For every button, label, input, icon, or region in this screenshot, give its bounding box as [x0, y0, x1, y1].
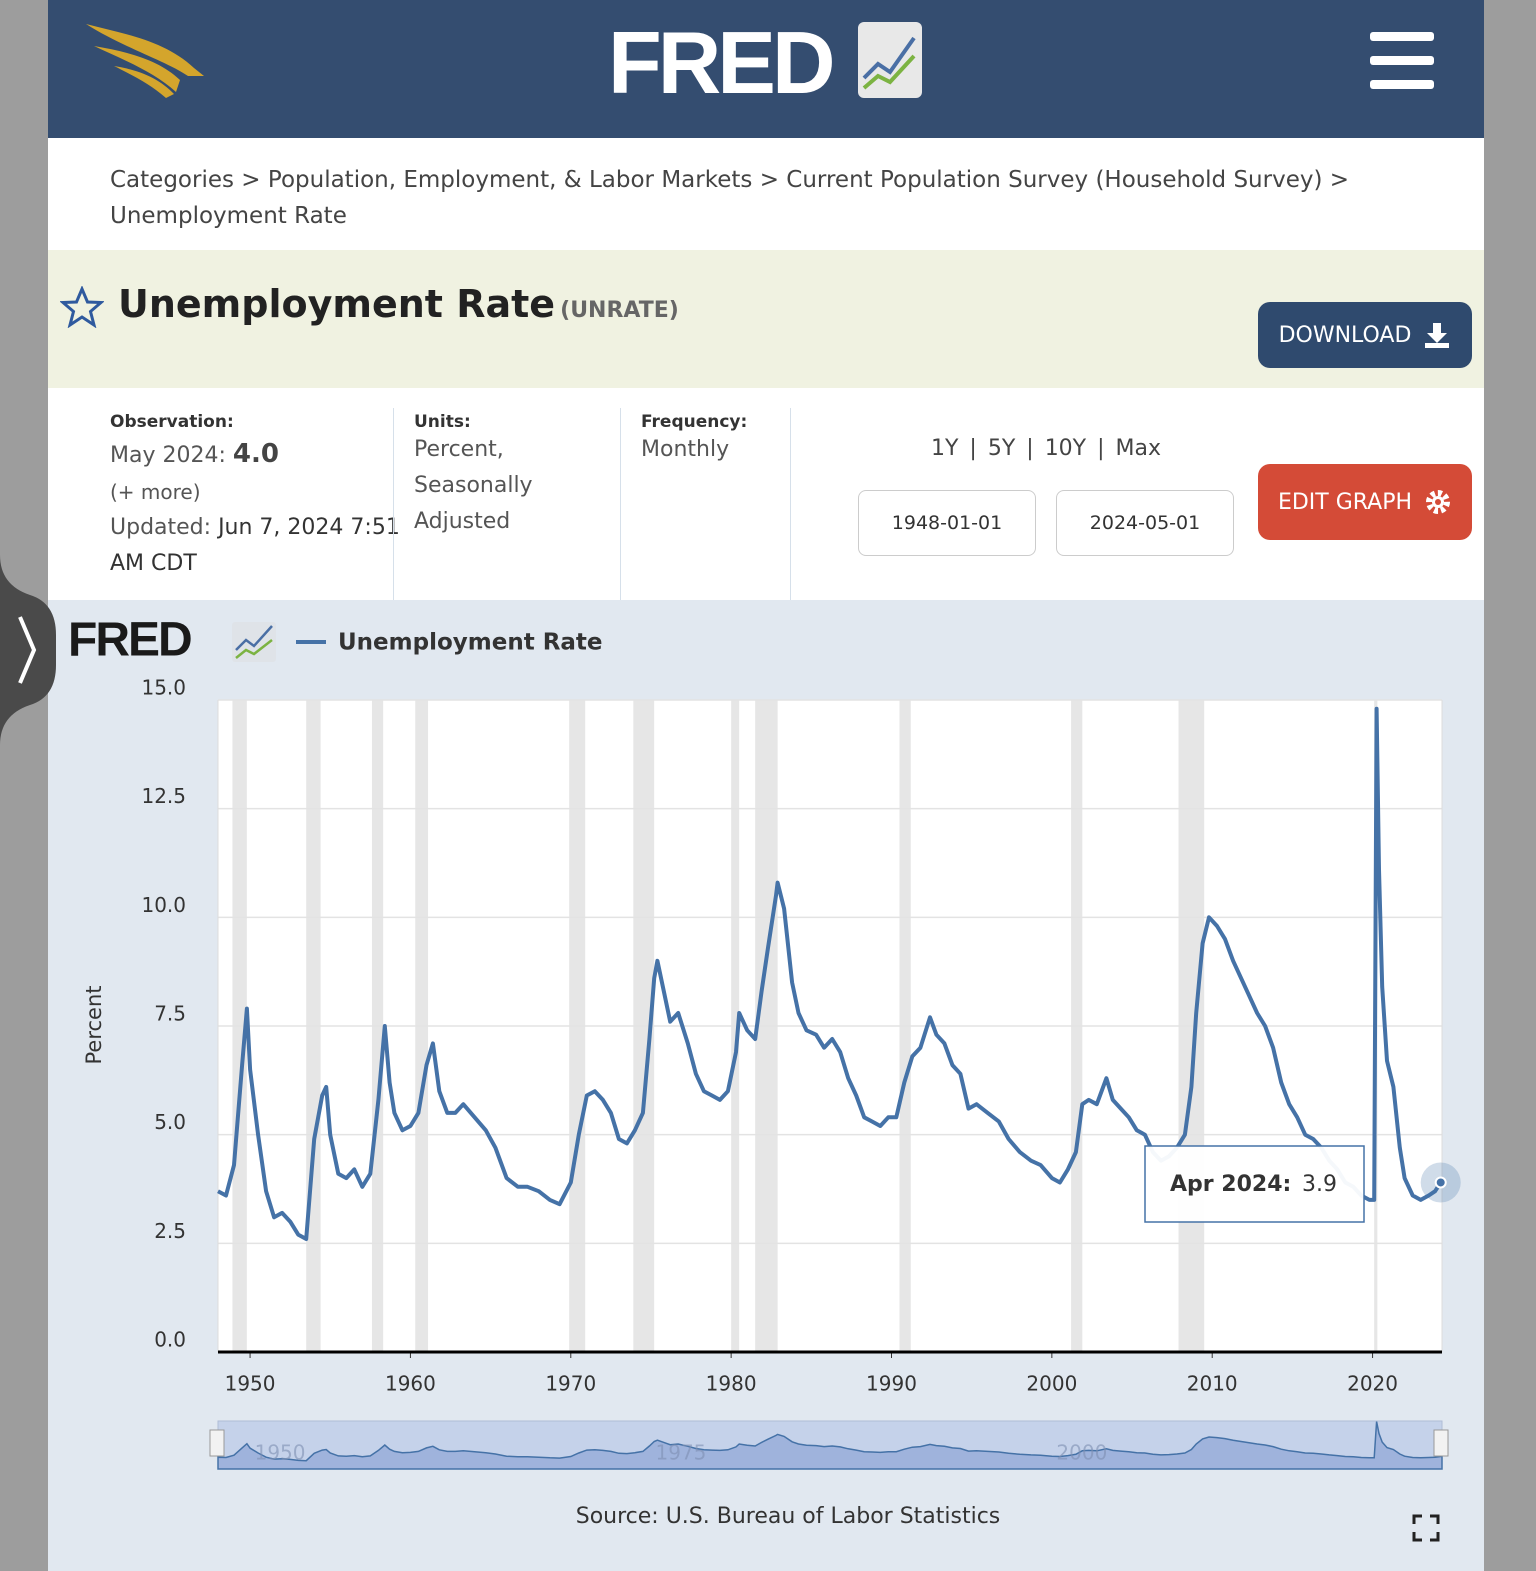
series-title: Unemployment Rate [118, 282, 556, 326]
fred-logo-icon [858, 22, 922, 98]
x-tick-label: 1990 [866, 1372, 917, 1396]
chart: FRED Percent Source: U.S. Bureau of Labo… [68, 614, 1461, 1542]
download-button[interactable]: DOWNLOAD [1258, 302, 1472, 368]
x-tick-label: 2000 [1026, 1372, 1077, 1396]
frequency-value: Monthly [641, 437, 730, 462]
x-tick-label: 1950 [225, 1372, 276, 1396]
range-links: 1Y | 5Y | 10Y | Max [858, 436, 1234, 461]
navigator-handle[interactable] [209, 1429, 225, 1457]
legend-label: Unemployment Rate [338, 630, 603, 656]
start-date-input[interactable]: 1948-01-01 [858, 490, 1036, 556]
y-axis-title: Percent [82, 985, 106, 1064]
y-tick-label: 12.5 [141, 784, 186, 808]
y-tick-label: 5.0 [154, 1110, 186, 1134]
range-separator: | [1026, 436, 1034, 461]
side-panel-tab[interactable] [0, 555, 58, 745]
breadcrumb-link[interactable]: Population, Employment, & Labor Markets [267, 167, 753, 193]
range-link[interactable]: 1Y [930, 436, 959, 461]
breadcrumb-separator: > [759, 167, 779, 193]
eagle-logo[interactable] [84, 20, 209, 100]
y-tick-label: 7.5 [154, 1002, 186, 1026]
range-separator: | [969, 436, 977, 461]
series-title-row: Unemployment Rate (UNRATE) [118, 282, 679, 326]
menu-button[interactable] [1370, 32, 1434, 90]
units-value: Percent, Seasonally Adjusted [414, 437, 533, 534]
frequency-label: Frequency: [641, 412, 748, 432]
navigator-tick-label: 1975 [656, 1441, 707, 1465]
navigator-handle[interactable] [1433, 1429, 1449, 1457]
series-id: (UNRATE) [560, 298, 679, 323]
tooltip-date: Apr 2024: [1170, 1172, 1291, 1197]
range-link[interactable]: Max [1115, 436, 1162, 461]
divider [620, 408, 621, 600]
tooltip-value: 3.9 [1302, 1172, 1337, 1197]
observation-value: 4.0 [232, 439, 279, 469]
edit-graph-label: EDIT GRAPH [1277, 489, 1413, 515]
units-label: Units: [414, 412, 471, 432]
breadcrumb-link[interactable]: Unemployment Rate [110, 203, 347, 229]
metadata-panel: Observation: May 2024: 4.0 (+ more) Upda… [48, 388, 1484, 600]
observation-date: May 2024: [110, 443, 226, 468]
navigator-area [217, 1421, 1443, 1470]
updated-label: Updated: [110, 515, 212, 540]
observation-line: May 2024: 4.0 [110, 436, 400, 474]
series-header: Unemployment Rate (UNRATE) DOWNLOAD [48, 250, 1484, 388]
observation-label: Observation: [110, 412, 234, 432]
download-label: DOWNLOAD [1278, 322, 1412, 348]
fullscreen-button[interactable] [1412, 1514, 1440, 1542]
range-link[interactable]: 5Y [987, 436, 1016, 461]
breadcrumb-separator: > [241, 167, 261, 193]
range-link[interactable]: 10Y [1044, 436, 1087, 461]
y-tick-label: 0.0 [154, 1328, 186, 1352]
breadcrumb-bar: Categories > Population, Employment, & L… [48, 138, 1484, 250]
navigator-tick-label: 2000 [1056, 1441, 1107, 1465]
navigator-tick-label: 1950 [255, 1441, 306, 1465]
observation-block: Observation: May 2024: 4.0 (+ more) Upda… [110, 412, 400, 582]
breadcrumb-link[interactable]: Categories [110, 167, 234, 193]
hover-point [1434, 1176, 1447, 1189]
updated-line: Updated: Jun 7, 2024 7:51 AM CDT [110, 510, 400, 582]
units-block: Units: Percent, Seasonally Adjusted [414, 412, 614, 540]
site-header: FRED [48, 0, 1484, 138]
favorite-star[interactable] [60, 286, 104, 328]
updated-time: 7:51 AM CDT [110, 515, 400, 576]
x-tick-label: 1960 [385, 1372, 436, 1396]
more-link[interactable]: (+ more) [110, 480, 201, 504]
x-tick-label: 1980 [706, 1372, 757, 1396]
series-line [217, 706, 1444, 1241]
y-tick-label: 15.0 [141, 676, 186, 700]
breadcrumb-separator: > [1329, 167, 1350, 193]
gear-icon [1426, 490, 1451, 514]
end-date-input[interactable]: 2024-05-01 [1056, 490, 1234, 556]
y-tick-label: 10.0 [141, 893, 186, 917]
fred-logo[interactable]: FRED [608, 13, 836, 112]
frequency-block: Frequency: Monthly [641, 412, 821, 468]
breadcrumb-link[interactable]: Current Population Survey (Household Sur… [786, 167, 1323, 193]
x-tick-label: 2010 [1187, 1372, 1238, 1396]
chart-logo: FRED [68, 614, 191, 667]
y-tick-label: 2.5 [154, 1219, 186, 1243]
tooltip-box [1144, 1145, 1365, 1223]
breadcrumb: Categories > Population, Employment, & L… [110, 162, 1440, 234]
range-separator: | [1097, 436, 1105, 461]
updated-date: Jun 7, 2024 [218, 515, 344, 540]
divider [790, 408, 791, 600]
source-note: Source: U.S. Bureau of Labor Statistics [576, 1504, 1001, 1529]
divider [393, 408, 394, 600]
download-icon [1425, 323, 1450, 348]
chart-logo-icon [232, 622, 276, 662]
x-tick-label: 2020 [1347, 1372, 1398, 1396]
edit-graph-button[interactable]: EDIT GRAPH [1258, 464, 1472, 540]
x-tick-label: 1970 [545, 1372, 596, 1396]
